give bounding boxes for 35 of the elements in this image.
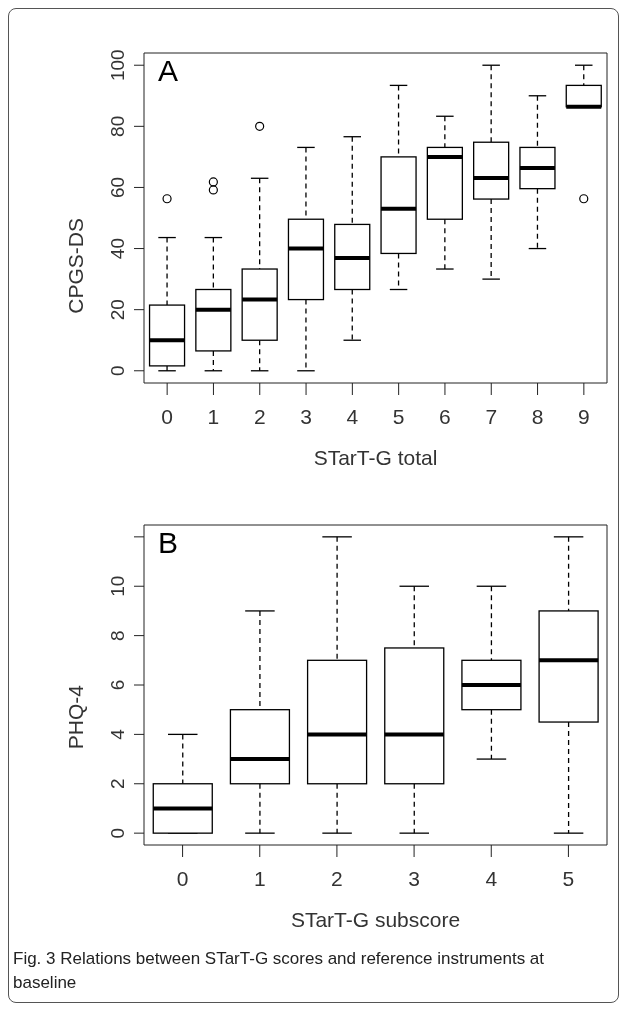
x-tick-label: 1 [207,404,220,428]
y-tick-label: 100 [107,49,128,82]
x-tick-label: 1 [253,866,266,890]
x-tick-label: 4 [346,404,359,428]
x-tick-label: 6 [439,404,451,428]
x-tick-label: 7 [485,404,498,428]
x-tick-label: 2 [331,866,343,890]
annotation: B [158,526,179,560]
annotation: A [158,54,179,88]
x-tick-label: 9 [578,404,590,428]
y-tick-label: 6 [107,679,128,691]
x-axis-title: STarT-G subscore [290,908,461,931]
x-axis-title: STarT-G total [313,446,438,469]
y-tick-label: 0 [107,365,128,377]
y-tick-label: 4 [107,728,128,740]
x-tick-label: 4 [485,866,498,890]
x-tick-label: 0 [161,404,173,428]
caption: Fig. 3 Relations between STarT-G scores and reference instruments at baseline [13,948,546,994]
y-tick-label: 10 [107,575,128,597]
y-tick-label: 0 [107,827,128,839]
y-tick-label: 20 [107,299,128,321]
y-tick-label: 40 [107,237,128,260]
y-tick-label: 8 [107,630,128,641]
x-tick-label: 0 [176,866,189,890]
x-tick-label: 3 [408,866,420,890]
y-tick-label: 80 [107,115,128,137]
x-tick-label: 8 [531,404,544,428]
x-tick-label: 3 [300,404,312,428]
x-tick-label: 5 [562,866,575,890]
y-axis-title: CPGS-DS [64,218,88,314]
x-tick-label: 2 [253,404,266,428]
y-tick-label: 2 [107,778,128,790]
x-tick-label: 5 [392,404,405,428]
y-tick-label: 60 [107,176,128,199]
y-axis-title: PHQ-4 [64,684,88,750]
